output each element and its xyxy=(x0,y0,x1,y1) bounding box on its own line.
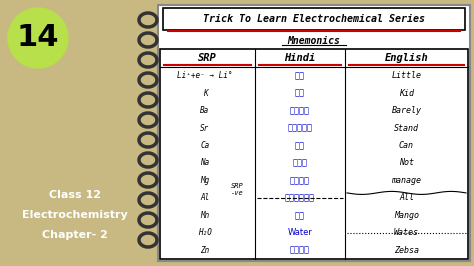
Text: सोनी: सोनी xyxy=(290,176,310,185)
Text: Na: Na xyxy=(201,159,210,168)
Text: Hindi: Hindi xyxy=(284,53,316,63)
Text: Trick To Learn Electrochemical Series: Trick To Learn Electrochemical Series xyxy=(203,14,425,24)
Text: सरकार: सरकार xyxy=(288,124,312,132)
Text: Wates: Wates xyxy=(394,228,419,237)
Text: Stand: Stand xyxy=(394,124,419,132)
Text: Can: Can xyxy=(399,141,414,150)
Text: Mnemonics: Mnemonics xyxy=(288,36,340,46)
Text: Kid: Kid xyxy=(399,89,414,98)
Text: का: का xyxy=(295,141,305,150)
Text: Barely: Barely xyxy=(392,106,421,115)
Text: Little: Little xyxy=(392,71,421,80)
Text: ले: ले xyxy=(295,71,305,80)
Text: SRP: SRP xyxy=(198,53,217,63)
Text: All: All xyxy=(399,193,414,202)
Text: Ba: Ba xyxy=(201,106,210,115)
FancyBboxPatch shape xyxy=(158,5,470,261)
Text: Ca: Ca xyxy=(201,141,210,150)
Text: अलमारी: अलमारी xyxy=(285,193,315,202)
Text: Water: Water xyxy=(288,228,312,237)
Text: manage: manage xyxy=(392,176,421,185)
Text: जाने: जाने xyxy=(290,246,310,255)
Text: भारत: भारत xyxy=(290,106,310,115)
Text: Chapter- 2: Chapter- 2 xyxy=(42,230,108,240)
Text: Zn: Zn xyxy=(201,246,210,255)
Text: Sr: Sr xyxy=(201,124,210,132)
Text: Mg: Mg xyxy=(201,176,210,185)
Text: Mn: Mn xyxy=(201,211,210,220)
Text: K: K xyxy=(203,89,207,98)
FancyBboxPatch shape xyxy=(163,8,465,30)
Text: Zebsa: Zebsa xyxy=(394,246,419,255)
Text: Mango: Mango xyxy=(394,211,419,220)
Text: SRP
-ve: SRP -ve xyxy=(231,183,243,196)
Text: English: English xyxy=(384,53,428,63)
Text: Al: Al xyxy=(201,193,210,202)
Text: मन: मन xyxy=(295,211,305,220)
Text: Class 12: Class 12 xyxy=(49,190,101,200)
Text: Not: Not xyxy=(399,159,414,168)
Text: 14: 14 xyxy=(17,23,59,52)
Text: Li⁺+e⁻ → Li°: Li⁺+e⁻ → Li° xyxy=(177,71,233,80)
Circle shape xyxy=(8,8,68,68)
Text: नाम: नाम xyxy=(292,159,308,168)
Text: Electrochemistry: Electrochemistry xyxy=(22,210,128,220)
Bar xyxy=(160,49,468,259)
Text: H₂O: H₂O xyxy=(198,228,212,237)
Text: के: के xyxy=(295,89,305,98)
